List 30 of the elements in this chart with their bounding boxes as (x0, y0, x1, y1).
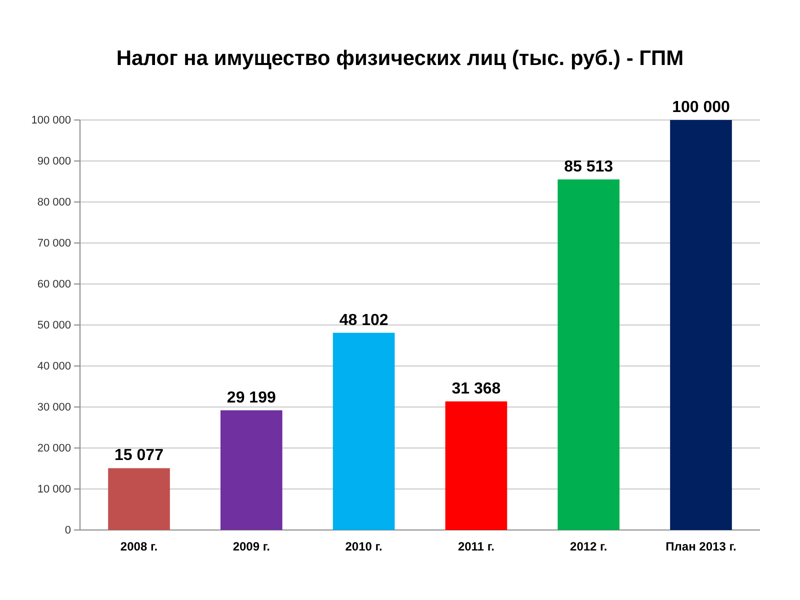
data-label: 15 077 (114, 447, 164, 464)
data-label: 31 368 (452, 380, 501, 398)
y-tick-label: 40 000 (37, 360, 71, 373)
y-tick-label: 30 000 (37, 402, 71, 414)
y-tick-label: 20 000 (37, 442, 71, 455)
x-tick-label: 2012 г. (570, 540, 608, 554)
y-tick-label: 70 000 (37, 238, 71, 250)
x-tick-label: 2009 г. (232, 540, 270, 554)
bar (558, 179, 620, 530)
x-tick-label: План 2013 г. (666, 540, 736, 554)
y-tick-label: 90 000 (37, 156, 71, 168)
x-tick-label: 2008 г. (120, 540, 158, 554)
y-tick-label: 60 000 (37, 278, 71, 291)
bar (220, 410, 282, 530)
bar (445, 401, 508, 530)
data-label: 29 199 (226, 389, 276, 406)
x-tick-label: 2010 г. (345, 540, 382, 554)
y-tick-label: 50 000 (37, 320, 71, 332)
y-tick-label: 10 000 (37, 484, 71, 496)
data-label: 85 513 (564, 158, 614, 176)
y-tick-label: 80 000 (37, 196, 71, 209)
data-label: 48 102 (339, 312, 388, 329)
x-tick-label: 2011 г. (458, 540, 494, 554)
bar (332, 332, 395, 530)
chart-title: Налог на имущество физических лиц (тыс. руб.) - ГПМ (116, 47, 684, 70)
bar (670, 120, 732, 530)
bar (108, 468, 170, 530)
y-tick-label: 100 000 (31, 114, 71, 127)
data-label: 100 000 (672, 99, 730, 116)
y-tick-label: 0 (64, 524, 71, 537)
